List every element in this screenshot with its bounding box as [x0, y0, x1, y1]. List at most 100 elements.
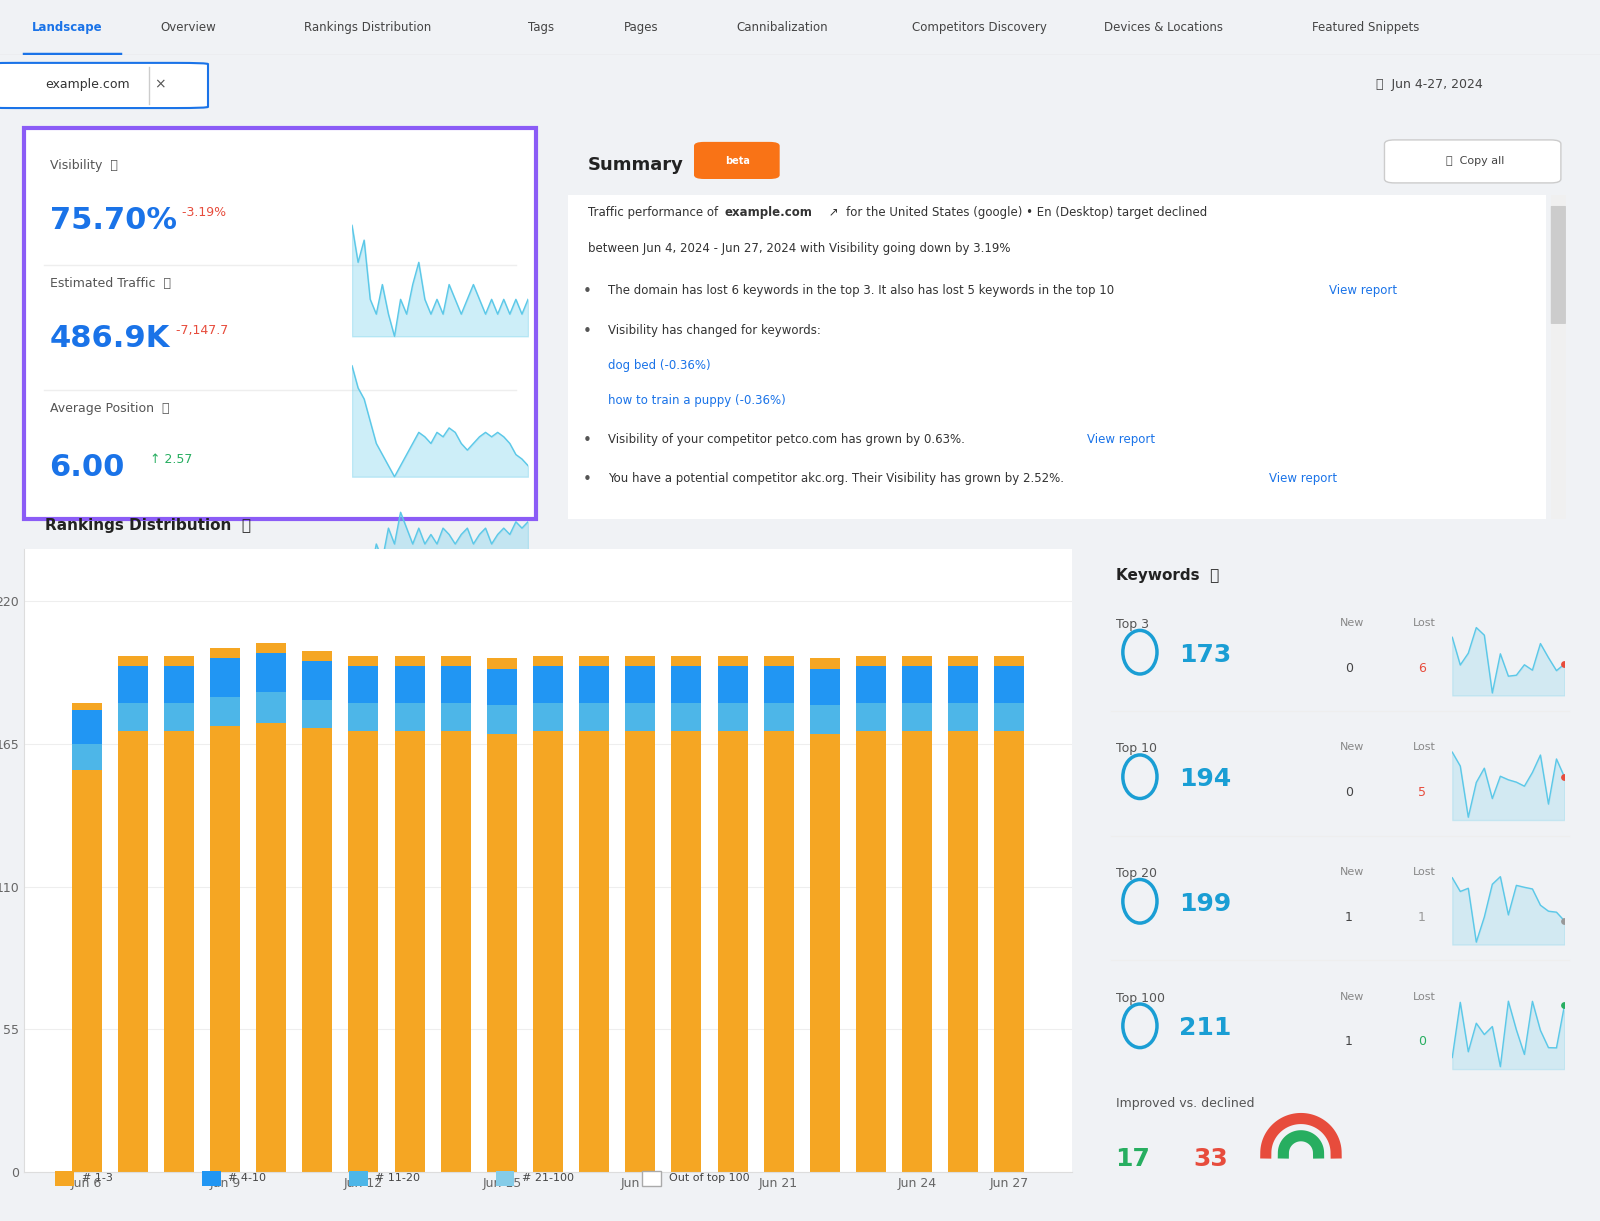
Text: View report: View report: [1269, 473, 1336, 485]
Bar: [302, 651, 333, 661]
Bar: [486, 705, 517, 734]
Text: Out of top 100: Out of top 100: [669, 1173, 749, 1183]
Text: ⧉  Copy all: ⧉ Copy all: [1446, 155, 1504, 166]
Bar: [902, 731, 933, 1172]
Bar: [302, 700, 333, 729]
Text: # 1-3: # 1-3: [82, 1173, 112, 1183]
Bar: [72, 711, 102, 744]
Text: Estimated Traffic  ⓘ: Estimated Traffic ⓘ: [50, 277, 171, 289]
Bar: [486, 734, 517, 1172]
Bar: [395, 731, 424, 1172]
Text: 6.00: 6.00: [50, 453, 125, 481]
Bar: [579, 656, 610, 667]
Bar: [949, 731, 978, 1172]
Text: You have a potential competitor akc.org. Their Visibility has grown by 2.52%.: You have a potential competitor akc.org.…: [608, 473, 1064, 485]
Bar: [949, 667, 978, 702]
Text: View report: View report: [1330, 284, 1397, 298]
Text: 199: 199: [1179, 891, 1232, 916]
Text: ↗  for the United States (google) • En (Desktop) target declined: ↗ for the United States (google) • En (D…: [826, 206, 1208, 220]
Bar: [717, 656, 747, 667]
Text: Lost: Lost: [1413, 991, 1437, 1001]
Bar: [486, 669, 517, 705]
Bar: [856, 656, 886, 667]
FancyBboxPatch shape: [1550, 206, 1566, 324]
Text: New: New: [1341, 991, 1365, 1001]
Bar: [349, 656, 379, 667]
Bar: [118, 702, 147, 731]
Bar: [56, 1171, 74, 1186]
Bar: [72, 702, 102, 711]
Text: Visibility has changed for keywords:: Visibility has changed for keywords:: [608, 324, 821, 337]
Text: 75.70%: 75.70%: [50, 206, 176, 236]
Bar: [672, 667, 701, 702]
Bar: [902, 702, 933, 731]
Text: Tags: Tags: [528, 21, 554, 34]
Text: 5: 5: [1418, 786, 1426, 799]
Bar: [163, 667, 194, 702]
Bar: [810, 734, 840, 1172]
Text: between Jun 4, 2024 - Jun 27, 2024 with Visibility going down by 3.19%: between Jun 4, 2024 - Jun 27, 2024 with …: [589, 242, 1011, 254]
Point: [1552, 995, 1578, 1015]
Bar: [440, 731, 470, 1172]
Bar: [256, 692, 286, 723]
Bar: [810, 658, 840, 669]
Text: Lost: Lost: [1413, 867, 1437, 877]
Text: Rankings Distribution  ⓘ: Rankings Distribution ⓘ: [45, 518, 251, 532]
Text: •: •: [582, 284, 592, 299]
Text: Lost: Lost: [1413, 742, 1437, 752]
Text: Top 3: Top 3: [1115, 618, 1149, 631]
Text: Pages: Pages: [624, 21, 659, 34]
Text: Summary: Summary: [589, 155, 685, 173]
Text: 486.9K: 486.9K: [50, 324, 170, 353]
Text: 6: 6: [1418, 662, 1426, 674]
Text: 211: 211: [1179, 1016, 1232, 1040]
Bar: [302, 661, 333, 700]
Bar: [163, 656, 194, 667]
Bar: [626, 731, 656, 1172]
Point: [1552, 654, 1578, 674]
Bar: [763, 667, 794, 702]
Bar: [994, 667, 1024, 702]
Bar: [672, 731, 701, 1172]
Text: how to train a puppy (-0.36%): how to train a puppy (-0.36%): [608, 394, 786, 407]
Text: 0: 0: [1346, 662, 1354, 674]
Bar: [395, 656, 424, 667]
Bar: [118, 667, 147, 702]
Bar: [72, 770, 102, 1172]
Bar: [533, 656, 563, 667]
Bar: [210, 725, 240, 1172]
Text: View report: View report: [1086, 433, 1155, 446]
Text: 17: 17: [1115, 1148, 1150, 1171]
Text: Competitors Discovery: Competitors Discovery: [912, 21, 1046, 34]
Bar: [202, 1171, 221, 1186]
Bar: [856, 667, 886, 702]
Text: Top 10: Top 10: [1115, 742, 1157, 756]
Bar: [256, 653, 286, 692]
Bar: [210, 648, 240, 658]
Bar: [440, 667, 470, 702]
Bar: [579, 731, 610, 1172]
Bar: [533, 667, 563, 702]
Bar: [72, 744, 102, 770]
Bar: [902, 656, 933, 667]
Text: Overview: Overview: [160, 21, 216, 34]
Bar: [717, 702, 747, 731]
Bar: [763, 731, 794, 1172]
Bar: [486, 658, 517, 669]
Bar: [626, 667, 656, 702]
Text: ↑ 2.57: ↑ 2.57: [142, 453, 192, 465]
Bar: [440, 702, 470, 731]
Bar: [763, 702, 794, 731]
Bar: [717, 667, 747, 702]
Text: example.com: example.com: [725, 206, 813, 220]
Bar: [672, 656, 701, 667]
Text: Improved vs. declined: Improved vs. declined: [1115, 1098, 1254, 1110]
Bar: [302, 729, 333, 1172]
Bar: [579, 667, 610, 702]
Bar: [856, 702, 886, 731]
Bar: [994, 731, 1024, 1172]
Text: New: New: [1341, 867, 1365, 877]
Text: Featured Snippets: Featured Snippets: [1312, 21, 1419, 34]
Bar: [763, 656, 794, 667]
FancyBboxPatch shape: [0, 62, 208, 107]
